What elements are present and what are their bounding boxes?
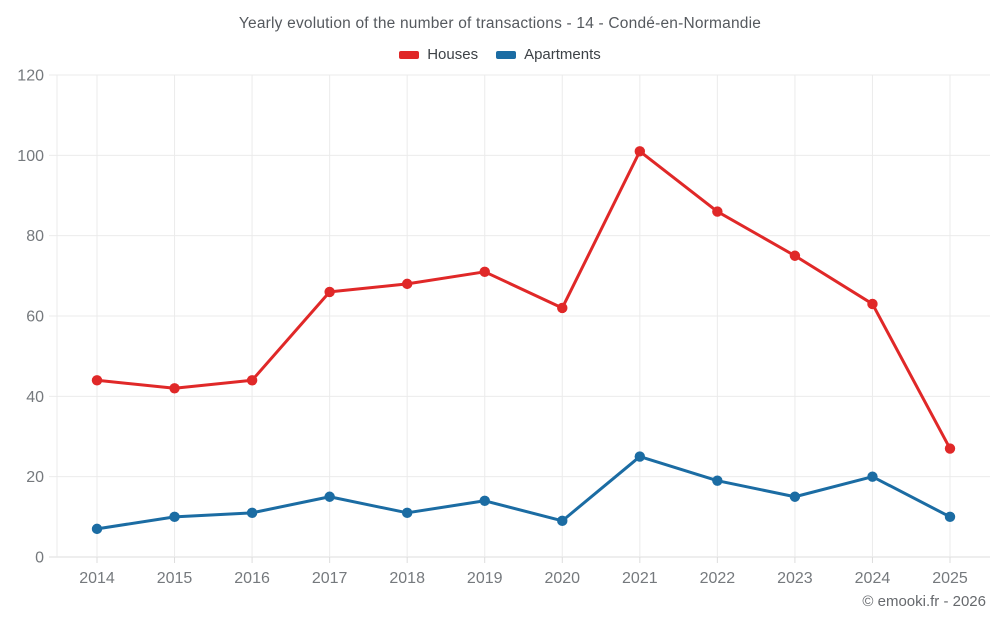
houses-point-2014[interactable] (91, 375, 103, 386)
apartments-point-2025[interactable] (944, 511, 956, 523)
houses-point-2021[interactable] (634, 146, 646, 157)
houses-series (91, 146, 956, 454)
apartments-point-2020[interactable] (557, 515, 568, 527)
svg-text:20: 20 (26, 469, 44, 486)
houses-point-2019[interactable] (479, 266, 490, 278)
svg-text:2017: 2017 (312, 570, 348, 587)
svg-text:40: 40 (26, 389, 44, 406)
svg-text:2020: 2020 (544, 570, 580, 587)
chart-legend: Houses Apartments (0, 46, 1000, 63)
apartments-point-2024[interactable] (867, 471, 878, 482)
houses-line (95, 149, 952, 451)
copyright-footer: © emooki.fr - 2026 (862, 593, 986, 610)
x-axis-labels: 2014 2015 2016 2017 2018 2019 2020 2021 2022 2023… (79, 570, 968, 587)
houses-point-2016[interactable] (246, 375, 258, 386)
houses-point-2017[interactable] (324, 286, 335, 298)
apartments-point-2017[interactable] (324, 491, 335, 502)
legend-label-apartments: Apartments (524, 46, 601, 63)
gridlines (49, 74, 990, 563)
apartments-point-2021[interactable] (634, 451, 646, 462)
svg-text:100: 100 (17, 148, 44, 165)
legend-label-houses: Houses (427, 46, 479, 63)
apartments-series (91, 451, 956, 535)
svg-text:2023: 2023 (777, 570, 813, 587)
svg-text:2015: 2015 (157, 570, 193, 587)
houses-point-2023[interactable] (789, 250, 801, 261)
apartments-point-2016[interactable] (246, 507, 258, 519)
svg-text:2022: 2022 (700, 570, 736, 587)
svg-text:2014: 2014 (79, 570, 115, 587)
svg-text:2019: 2019 (467, 570, 503, 587)
legend-item-apartments[interactable]: Apartments (496, 46, 601, 63)
apartments-point-2015[interactable] (169, 511, 180, 523)
apartments-point-2019[interactable] (479, 495, 490, 506)
houses-point-2018[interactable] (401, 278, 413, 290)
apartments-line (95, 455, 952, 531)
apartments-point-2023[interactable] (789, 491, 801, 502)
svg-text:2018: 2018 (389, 570, 425, 587)
svg-text:60: 60 (26, 309, 44, 326)
houses-point-2020[interactable] (557, 302, 568, 314)
houses-point-2022[interactable] (712, 206, 723, 217)
apartments-point-2022[interactable] (712, 475, 723, 486)
svg-text:2024: 2024 (855, 570, 891, 587)
apartments-swatch-icon (496, 50, 517, 59)
houses-point-2024[interactable] (867, 298, 878, 310)
houses-point-2025[interactable] (944, 443, 956, 454)
y-axis-labels: 0 20 40 60 80 100 120 (17, 68, 44, 567)
legend-item-houses[interactable]: Houses (399, 46, 478, 63)
svg-text:2016: 2016 (234, 570, 270, 587)
houses-swatch-icon (399, 50, 420, 59)
svg-text:0: 0 (35, 550, 44, 567)
svg-text:80: 80 (26, 228, 44, 245)
houses-point-2015[interactable] (169, 383, 180, 394)
apartments-point-2018[interactable] (401, 507, 413, 519)
svg-text:2021: 2021 (622, 570, 658, 587)
chart-title: Yearly evolution of the number of transa… (238, 15, 762, 32)
svg-text:2025: 2025 (932, 570, 968, 587)
apartments-point-2014[interactable] (91, 523, 103, 535)
svg-text:120: 120 (17, 68, 44, 85)
